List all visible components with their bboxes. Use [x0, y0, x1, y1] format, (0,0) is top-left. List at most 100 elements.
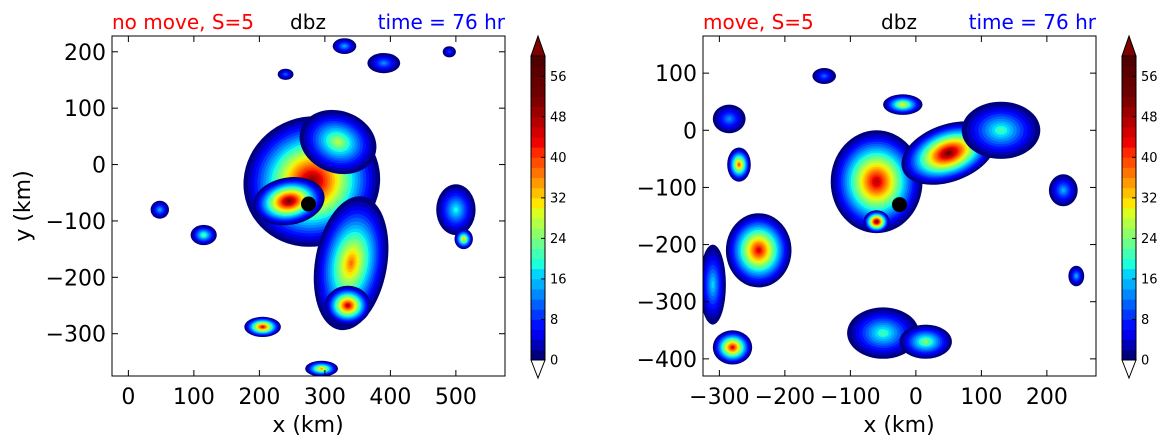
contour-band	[757, 248, 760, 252]
colorbar-tick-label: 0	[1141, 354, 1149, 369]
colorbar-over-arrow	[530, 34, 546, 57]
left-echo-cell	[313, 196, 389, 331]
colorbar-segment	[1122, 197, 1136, 209]
contour-band	[349, 260, 353, 267]
colorbar-segment	[531, 339, 545, 351]
colorbar-segment	[1122, 137, 1136, 148]
contour-band	[997, 128, 1005, 133]
contour-band	[462, 238, 465, 240]
left-y-tick-label: −200	[46, 266, 106, 291]
contour-band	[875, 179, 879, 184]
contour-band	[711, 280, 714, 289]
left-y-tick-label: 100	[64, 97, 106, 122]
colorbar-segment	[531, 228, 545, 239]
colorbar-segment	[531, 177, 545, 189]
colorbar-segment	[1122, 309, 1136, 320]
left-y-tick-label: 0	[92, 154, 106, 179]
colorbar-segment	[531, 248, 545, 260]
left-echo-cell	[277, 68, 294, 80]
colorbar-tick-label: 40	[550, 151, 567, 166]
colorbar-segment	[1122, 349, 1136, 361]
colorbar-segment	[1122, 116, 1136, 128]
colorbar-tick-label: 56	[550, 70, 567, 85]
colorbar-tick-label: 40	[1141, 151, 1158, 166]
right-y-tick-label: −300	[637, 291, 697, 316]
left-x-axis-label: x (km)	[272, 413, 343, 438]
colorbar-segment	[531, 76, 545, 87]
contour-band	[880, 331, 886, 336]
colorbar-segment	[531, 309, 545, 320]
colorbar-segment	[1122, 76, 1136, 87]
contour-band	[261, 326, 264, 328]
colorbar-segment	[1122, 126, 1136, 138]
left-storm-center-marker	[301, 196, 316, 212]
right-echo-cell	[812, 68, 836, 84]
contour-band	[343, 45, 346, 47]
contour-band	[287, 200, 290, 203]
colorbar-segment	[1122, 86, 1136, 97]
right-y-tick-label: −200	[637, 234, 697, 259]
colorbar-tick-label: 24	[1141, 232, 1158, 247]
colorbar-segment	[1122, 106, 1136, 118]
colorbar-segment	[531, 157, 545, 168]
colorbar-tick-label: 32	[550, 191, 567, 206]
left-echo-cell	[442, 46, 456, 58]
colorbar-segment	[531, 126, 545, 138]
colorbar-segment	[1122, 268, 1136, 280]
right-y-tick-label: 0	[683, 119, 697, 144]
contour-band	[347, 304, 349, 307]
contour-band	[901, 103, 904, 106]
colorbar-tick-label: 56	[1141, 70, 1158, 85]
right-y-tick-label: −400	[637, 348, 697, 373]
left-colorbar: 0 8 16 24 32 40 48 56	[530, 34, 567, 380]
left-y-axis-label: y (km)	[11, 170, 36, 241]
colorbar-segment	[531, 218, 545, 229]
right-echo-cell	[1048, 174, 1078, 207]
right-title-variable: dbz	[881, 10, 917, 34]
left-y-tick-label: −100	[46, 210, 106, 235]
colorbar-segment	[531, 319, 545, 330]
colorbar-tick-label: 16	[550, 272, 567, 287]
colorbar-segment	[531, 197, 545, 209]
colorbar-under-arrow	[1121, 359, 1137, 380]
left-x-tick-label: 100	[173, 385, 215, 410]
colorbar-segment	[1122, 177, 1136, 189]
colorbar-segment	[1122, 289, 1136, 300]
colorbar-tick-label: 0	[550, 354, 558, 369]
right-echo-cell	[712, 104, 746, 134]
colorbar-tick-label: 16	[1141, 272, 1158, 287]
contour-band	[947, 152, 951, 155]
contour-band	[284, 73, 287, 76]
left-echo-cell	[324, 285, 371, 326]
contour-band	[381, 61, 386, 65]
right-echo-cell	[961, 101, 1041, 159]
colorbar-segment	[1122, 339, 1136, 351]
contour-band	[1061, 188, 1065, 192]
right-plot-area	[703, 68, 1085, 365]
colorbar-segment	[1122, 147, 1136, 158]
colorbar-segment	[1122, 299, 1136, 310]
colorbar-segment	[1122, 167, 1136, 178]
left-echo-cell	[253, 177, 325, 226]
colorbar-segment	[1122, 329, 1136, 341]
left-x-tick-label: 400	[369, 385, 411, 410]
contour-band	[822, 74, 826, 78]
left-title-time: time = 76 hr	[378, 10, 506, 34]
contour-band	[202, 234, 205, 236]
colorbar-frame	[530, 55, 546, 361]
left-panel: no move, S=5 dbz time = 76 hr 0 100 200 300…	[11, 10, 567, 438]
colorbar-segment	[531, 96, 545, 108]
left-title-variable: dbz	[290, 10, 326, 34]
colorbar-segment	[1122, 238, 1136, 249]
left-x-tick-label: 500	[435, 385, 477, 410]
right-echo-cell	[899, 324, 952, 359]
colorbar-segment	[531, 116, 545, 128]
colorbar-segment	[531, 278, 545, 290]
right-echo-cell	[712, 330, 753, 365]
colorbar-segment	[531, 289, 545, 300]
right-echo-cell	[883, 94, 923, 115]
colorbar-segment	[531, 86, 545, 97]
right-panel: move, S=5 dbz time = 76 hr −300 −200 −100 0…	[637, 10, 1158, 438]
